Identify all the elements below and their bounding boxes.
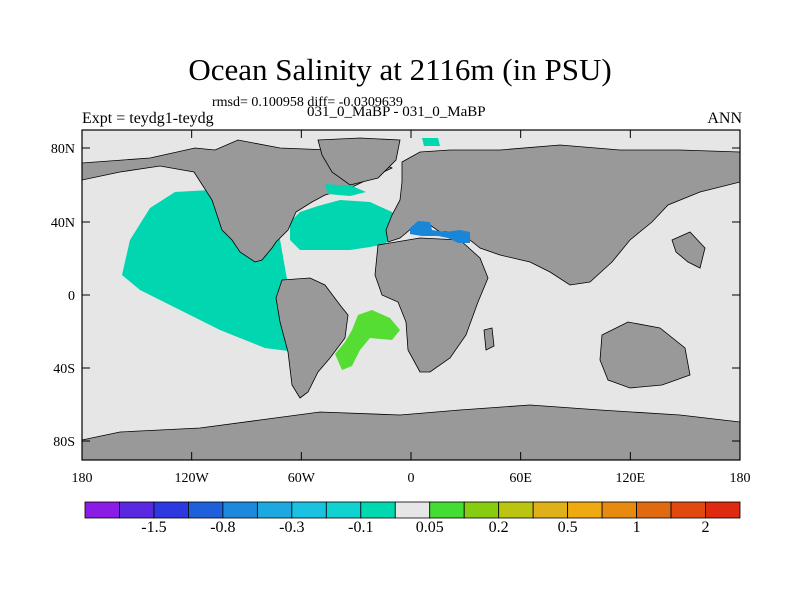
color-bar-swatch <box>532 501 569 519</box>
color-bar-swatch <box>360 501 396 519</box>
color-bar-label: 2 <box>702 519 710 536</box>
comparison-label: 031_0_MaBP - 031_0_MaBP <box>307 104 486 120</box>
color-bar-swatch <box>670 501 706 519</box>
color-bar-swatch <box>256 501 293 519</box>
color-bar-swatch <box>636 501 672 519</box>
color-bar-label: -0.1 <box>348 519 373 536</box>
lat-tick-label: 40N <box>51 216 75 231</box>
lat-tick-label: 40S <box>53 362 75 377</box>
longitude-ticks: 180 120W 60W 0 60E 120E 180 <box>72 130 751 486</box>
color-bar-label: -0.8 <box>210 519 235 536</box>
experiment-label: Expt = teydg1-teydg <box>82 110 214 127</box>
color-bar-swatch <box>463 501 500 519</box>
lon-tick-label: 0 <box>408 471 415 486</box>
season-label: ANN <box>707 110 742 127</box>
color-bar-label: 0.2 <box>489 519 509 536</box>
north-atlantic-anomaly-region <box>290 200 398 250</box>
map-title: Ocean Salinity at 2116m (in PSU) <box>188 52 612 87</box>
color-bar-swatch <box>601 501 637 519</box>
color-bar-swatch <box>119 501 155 519</box>
lat-tick-label: 80S <box>53 435 75 450</box>
africa-landmass <box>374 237 489 373</box>
north-america-landmass <box>82 139 393 263</box>
color-bar-swatch <box>84 501 120 519</box>
east-asia-islands <box>671 231 706 269</box>
antarctica-landmass <box>82 404 740 460</box>
color-bar-swatch <box>498 501 534 519</box>
color-bar-swatch <box>188 501 224 519</box>
color-bar-label: -0.3 <box>279 519 304 536</box>
color-bar-swatch <box>153 501 189 519</box>
mediterranean-anomaly-region <box>410 221 470 243</box>
color-bar-label: -1.5 <box>141 519 166 536</box>
lon-tick-label: 60W <box>288 471 316 486</box>
australia-landmass <box>599 321 691 389</box>
arctic-anomaly-patch <box>325 138 440 196</box>
color-bar: -1.5 -0.8 -0.3 -0.1 0.05 0.2 0.5 1 2 <box>84 501 741 536</box>
color-bar-label: 0.5 <box>558 519 578 536</box>
lon-tick-label: 120E <box>616 471 646 486</box>
lat-tick-label: 0 <box>68 289 75 304</box>
color-bar-swatch <box>394 501 431 519</box>
lon-tick-label: 180 <box>730 471 751 486</box>
lon-tick-label: 60E <box>509 471 532 486</box>
south-america-landmass <box>275 277 349 399</box>
lon-tick-label: 120W <box>175 471 210 486</box>
madagascar-landmass <box>483 327 495 351</box>
statistics-label: rmsd= 0.100958 diff= -0.0309639 <box>212 95 403 110</box>
color-bar-swatch <box>429 501 465 519</box>
greenland-landmass <box>317 137 401 186</box>
latitude-ticks: 80N 40N 0 40S 80S <box>51 142 740 450</box>
color-bar-label: 1 <box>633 519 641 536</box>
land-masses <box>82 137 740 460</box>
color-bar-label: 0.05 <box>416 519 444 536</box>
lat-tick-label: 80N <box>51 142 75 157</box>
color-bar-swatch <box>291 501 327 519</box>
color-bar-swatch <box>325 501 362 519</box>
color-bar-swatch <box>222 501 258 519</box>
color-bar-swatch <box>705 501 741 519</box>
lon-tick-label: 180 <box>72 471 93 486</box>
color-bar-swatch <box>567 501 603 519</box>
eurasia-landmass <box>385 144 740 286</box>
south-atlantic-anomaly-region <box>335 310 400 370</box>
